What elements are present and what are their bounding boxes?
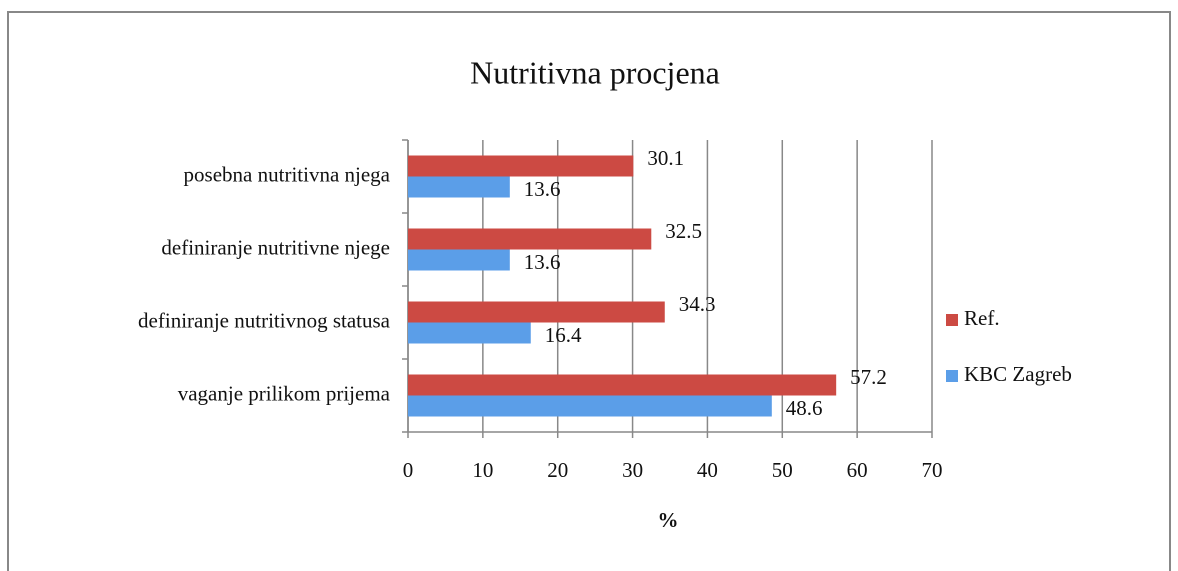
legend-label: Ref.: [964, 306, 1000, 330]
chart-title: Nutritivna procjena: [470, 54, 720, 90]
legend-swatch: [946, 370, 958, 382]
data-label: 34.3: [679, 292, 716, 316]
bar: [408, 322, 531, 344]
data-label: 48.6: [786, 396, 823, 420]
bar: [408, 155, 634, 177]
y-tick-label: definiranje nutritivne njege: [161, 235, 390, 259]
bar: [408, 395, 772, 417]
x-axis-label: %: [658, 508, 679, 532]
x-tick-label: 10: [472, 458, 493, 482]
data-label: 13.6: [524, 177, 561, 201]
data-label: 13.6: [524, 250, 561, 274]
frame: [7, 11, 1171, 571]
x-tick-label: 40: [697, 458, 718, 482]
bar: [408, 228, 652, 250]
bar: [408, 176, 510, 198]
data-label: 16.4: [545, 323, 582, 347]
x-tick-label: 70: [922, 458, 943, 482]
bar: [408, 374, 837, 396]
x-tick-label: 20: [547, 458, 568, 482]
bar: [408, 301, 665, 323]
data-label: 32.5: [665, 219, 702, 243]
bar: [408, 249, 510, 271]
x-tick-label: 30: [622, 458, 643, 482]
x-tick-label: 0: [403, 458, 414, 482]
x-tick-label: 50: [772, 458, 793, 482]
legend-swatch: [946, 314, 958, 326]
data-label: 30.1: [647, 146, 684, 170]
legend-label: KBC Zagreb: [964, 362, 1072, 386]
y-tick-label: vaganje prilikom prijema: [178, 381, 391, 405]
x-tick-label: 60: [847, 458, 868, 482]
data-label: 57.2: [850, 365, 887, 389]
y-tick-label: definiranje nutritivnog statusa: [138, 308, 391, 332]
y-tick-label: posebna nutritivna njega: [184, 162, 391, 186]
